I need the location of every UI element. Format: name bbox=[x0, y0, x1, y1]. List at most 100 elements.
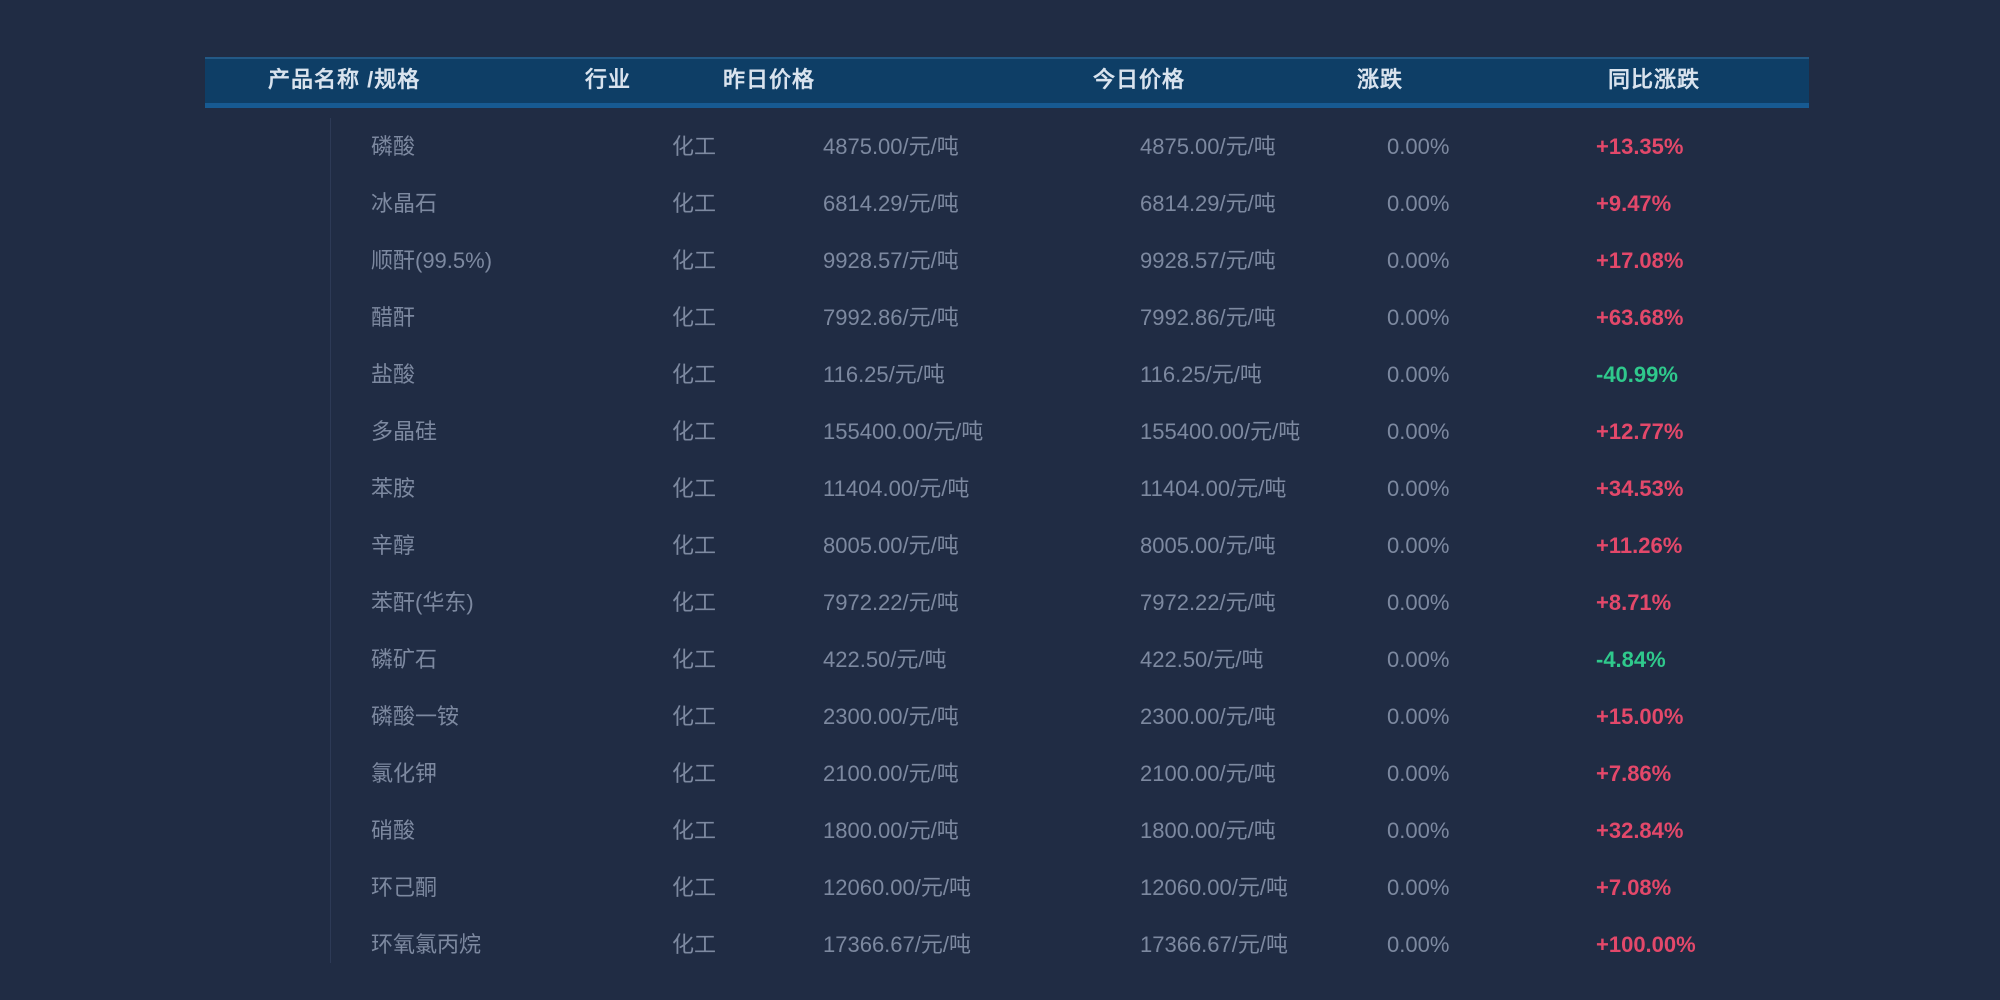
cell-change: 0.00% bbox=[1387, 932, 1450, 957]
cell-yoy-change: +17.08% bbox=[1596, 248, 1684, 273]
cell-yoy-change: +7.08% bbox=[1596, 875, 1672, 900]
cell-today-price: 17366.67/元/吨 bbox=[1140, 932, 1288, 957]
cell-yoy-change: +9.47% bbox=[1596, 191, 1672, 216]
cell-change: 0.00% bbox=[1387, 362, 1450, 387]
header-product-name: 产品名称 /规格 bbox=[268, 67, 421, 92]
cell-today-price: 7972.22/元/吨 bbox=[1140, 590, 1276, 615]
cell-product-name: 辛醇 bbox=[371, 533, 416, 558]
table-row: 环己酮 化工 12060.00/元/吨 12060.00/元/吨 0.00% +… bbox=[205, 859, 1809, 916]
cell-industry: 化工 bbox=[672, 362, 717, 387]
cell-today-price: 2300.00/元/吨 bbox=[1140, 704, 1276, 729]
table-row: 多晶硅 化工 155400.00/元/吨 155400.00/元/吨 0.00%… bbox=[205, 403, 1809, 460]
table-row: 磷矿石 化工 422.50/元/吨 422.50/元/吨 0.00% -4.84… bbox=[205, 631, 1809, 688]
cell-yoy-change: +32.84% bbox=[1596, 818, 1684, 843]
header-yoy-change: 同比涨跌 bbox=[1608, 67, 1701, 92]
cell-product-name: 冰晶石 bbox=[371, 191, 438, 216]
cell-product-name: 醋酐 bbox=[371, 305, 416, 330]
cell-industry: 化工 bbox=[672, 875, 717, 900]
cell-industry: 化工 bbox=[672, 932, 717, 957]
cell-change: 0.00% bbox=[1387, 476, 1450, 501]
cell-change: 0.00% bbox=[1387, 419, 1450, 444]
cell-industry: 化工 bbox=[672, 191, 717, 216]
cell-change: 0.00% bbox=[1387, 305, 1450, 330]
cell-yesterday-price: 7992.86/元/吨 bbox=[823, 305, 959, 330]
cell-product-name: 苯酐(华东) bbox=[371, 590, 474, 615]
cell-change: 0.00% bbox=[1387, 191, 1450, 216]
cell-today-price: 6814.29/元/吨 bbox=[1140, 191, 1276, 216]
cell-today-price: 4875.00/元/吨 bbox=[1140, 134, 1276, 159]
cell-yesterday-price: 8005.00/元/吨 bbox=[823, 533, 959, 558]
table-row: 辛醇 化工 8005.00/元/吨 8005.00/元/吨 0.00% +11.… bbox=[205, 517, 1809, 574]
cell-change: 0.00% bbox=[1387, 704, 1450, 729]
cell-today-price: 9928.57/元/吨 bbox=[1140, 248, 1276, 273]
cell-product-name: 盐酸 bbox=[371, 362, 416, 387]
cell-yoy-change: +7.86% bbox=[1596, 761, 1672, 786]
cell-yesterday-price: 2100.00/元/吨 bbox=[823, 761, 959, 786]
cell-yoy-change: -4.84% bbox=[1596, 647, 1666, 672]
cell-change: 0.00% bbox=[1387, 818, 1450, 843]
cell-today-price: 7992.86/元/吨 bbox=[1140, 305, 1276, 330]
cell-yoy-change: +12.77% bbox=[1596, 419, 1684, 444]
cell-product-name: 氯化钾 bbox=[371, 761, 438, 786]
header-change: 涨跌 bbox=[1357, 67, 1404, 92]
cell-yesterday-price: 1800.00/元/吨 bbox=[823, 818, 959, 843]
cell-yesterday-price: 7972.22/元/吨 bbox=[823, 590, 959, 615]
cell-industry: 化工 bbox=[672, 248, 717, 273]
table-row: 顺酐(99.5%) 化工 9928.57/元/吨 9928.57/元/吨 0.0… bbox=[205, 232, 1809, 289]
cell-industry: 化工 bbox=[672, 704, 717, 729]
table-row: 冰晶石 化工 6814.29/元/吨 6814.29/元/吨 0.00% +9.… bbox=[205, 175, 1809, 232]
table-row: 醋酐 化工 7992.86/元/吨 7992.86/元/吨 0.00% +63.… bbox=[205, 289, 1809, 346]
cell-yoy-change: +63.68% bbox=[1596, 305, 1684, 330]
cell-change: 0.00% bbox=[1387, 134, 1450, 159]
first-column-divider bbox=[330, 118, 331, 963]
cell-today-price: 422.50/元/吨 bbox=[1140, 647, 1264, 672]
cell-today-price: 8005.00/元/吨 bbox=[1140, 533, 1276, 558]
cell-product-name: 磷酸 bbox=[371, 134, 416, 159]
cell-industry: 化工 bbox=[672, 134, 717, 159]
cell-yesterday-price: 422.50/元/吨 bbox=[823, 647, 947, 672]
cell-yoy-change: +11.26% bbox=[1596, 533, 1683, 558]
cell-yoy-change: +15.00% bbox=[1596, 704, 1684, 729]
table-header: 产品名称 /规格 行业 昨日价格 今日价格 涨跌 同比涨跌 bbox=[205, 57, 1809, 108]
cell-product-name: 磷酸一铵 bbox=[371, 704, 460, 729]
table-row: 硝酸 化工 1800.00/元/吨 1800.00/元/吨 0.00% +32.… bbox=[205, 802, 1809, 859]
table-row: 磷酸 化工 4875.00/元/吨 4875.00/元/吨 0.00% +13.… bbox=[205, 118, 1809, 175]
cell-today-price: 12060.00/元/吨 bbox=[1140, 875, 1288, 900]
cell-yesterday-price: 17366.67/元/吨 bbox=[823, 932, 971, 957]
cell-today-price: 155400.00/元/吨 bbox=[1140, 419, 1301, 444]
cell-yesterday-price: 2300.00/元/吨 bbox=[823, 704, 959, 729]
cell-yesterday-price: 4875.00/元/吨 bbox=[823, 134, 959, 159]
cell-industry: 化工 bbox=[672, 818, 717, 843]
table-row: 苯酐(华东) 化工 7972.22/元/吨 7972.22/元/吨 0.00% … bbox=[205, 574, 1809, 631]
table-row: 氯化钾 化工 2100.00/元/吨 2100.00/元/吨 0.00% +7.… bbox=[205, 745, 1809, 802]
cell-yesterday-price: 9928.57/元/吨 bbox=[823, 248, 959, 273]
cell-product-name: 多晶硅 bbox=[371, 419, 438, 444]
cell-product-name: 顺酐(99.5%) bbox=[371, 248, 493, 273]
table-row: 环氧氯丙烷 化工 17366.67/元/吨 17366.67/元/吨 0.00%… bbox=[205, 916, 1809, 973]
header-yesterday-price: 昨日价格 bbox=[723, 67, 816, 92]
cell-yoy-change: +13.35% bbox=[1596, 134, 1684, 159]
cell-industry: 化工 bbox=[672, 761, 717, 786]
cell-yoy-change: +8.71% bbox=[1596, 590, 1672, 615]
cell-yoy-change: +34.53% bbox=[1596, 476, 1684, 501]
table-row: 盐酸 化工 116.25/元/吨 116.25/元/吨 0.00% -40.99… bbox=[205, 346, 1809, 403]
cell-industry: 化工 bbox=[672, 476, 717, 501]
header-today-price: 今日价格 bbox=[1093, 67, 1186, 92]
cell-industry: 化工 bbox=[672, 533, 717, 558]
cell-industry: 化工 bbox=[672, 305, 717, 330]
cell-yoy-change: -40.99% bbox=[1596, 362, 1678, 387]
cell-change: 0.00% bbox=[1387, 248, 1450, 273]
cell-yesterday-price: 6814.29/元/吨 bbox=[823, 191, 959, 216]
cell-industry: 化工 bbox=[672, 647, 717, 672]
cell-yesterday-price: 12060.00/元/吨 bbox=[823, 875, 971, 900]
table-row: 磷酸一铵 化工 2300.00/元/吨 2300.00/元/吨 0.00% +1… bbox=[205, 688, 1809, 745]
cell-yesterday-price: 116.25/元/吨 bbox=[823, 362, 945, 387]
cell-change: 0.00% bbox=[1387, 875, 1450, 900]
cell-product-name: 环己酮 bbox=[371, 875, 438, 900]
cell-today-price: 116.25/元/吨 bbox=[1140, 362, 1262, 387]
cell-today-price: 2100.00/元/吨 bbox=[1140, 761, 1276, 786]
cell-product-name: 磷矿石 bbox=[371, 647, 438, 672]
table-body: 磷酸 化工 4875.00/元/吨 4875.00/元/吨 0.00% +13.… bbox=[205, 108, 1809, 973]
cell-product-name: 硝酸 bbox=[371, 818, 416, 843]
